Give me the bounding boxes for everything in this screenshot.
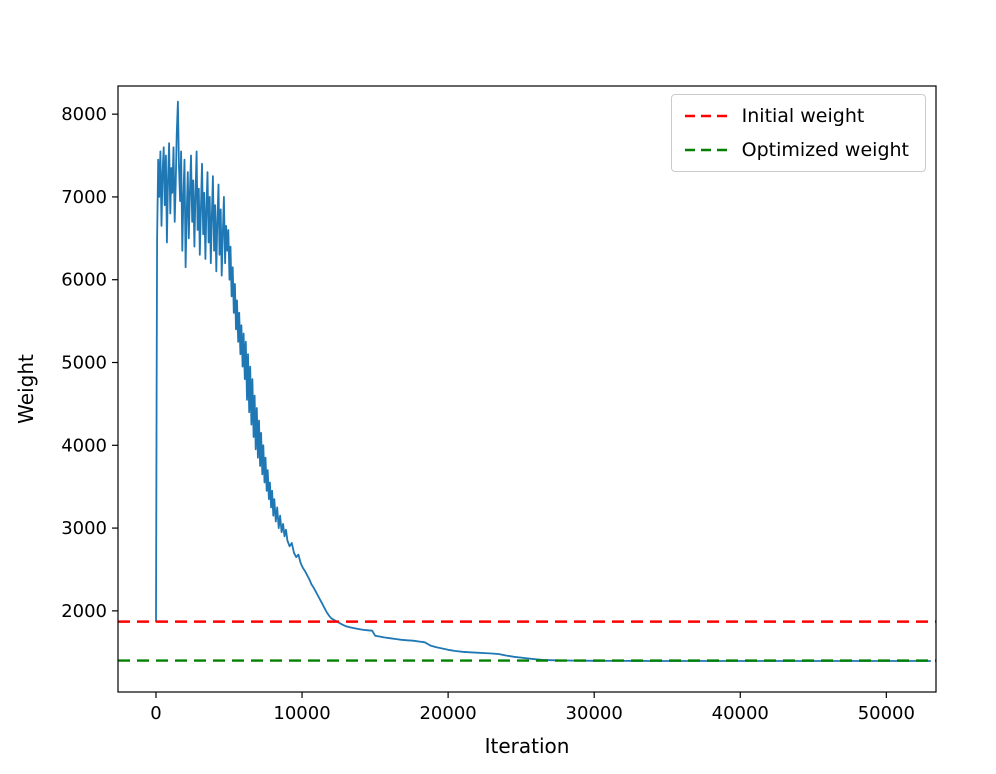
legend-label-initial-weight: Initial weight bbox=[741, 105, 865, 127]
legend: Initial weight Optimized weight bbox=[670, 94, 926, 172]
x-axis-label: Iteration bbox=[484, 734, 570, 758]
initial-weight-dashed-line-icon bbox=[684, 114, 729, 118]
x-tick-label: 40000 bbox=[712, 703, 769, 724]
x-tick-label: 10000 bbox=[273, 703, 330, 724]
y-tick-label: 5000 bbox=[61, 353, 107, 374]
axes-spines bbox=[117, 85, 937, 693]
x-tick-label: 0 bbox=[150, 703, 161, 724]
y-tick-label: 6000 bbox=[61, 270, 107, 291]
y-tick-label: 3000 bbox=[61, 518, 107, 539]
x-tick-label: 30000 bbox=[566, 703, 623, 724]
y-tick-label: 2000 bbox=[61, 601, 107, 622]
x-tick-label: 50000 bbox=[858, 703, 915, 724]
legend-label-optimized-weight: Optimized weight bbox=[741, 139, 909, 161]
x-tick-label: 20000 bbox=[419, 703, 476, 724]
optimized-weight-dashed-line-icon bbox=[684, 148, 729, 152]
y-tick-label: 8000 bbox=[61, 104, 107, 125]
y-axis-label: Weight bbox=[14, 354, 38, 424]
series-line-weight-per-iteration bbox=[155, 100, 932, 662]
y-tick-label: 7000 bbox=[61, 187, 107, 208]
y-tick-label: 4000 bbox=[61, 435, 107, 456]
legend-item-optimized-weight: Optimized weight bbox=[684, 139, 909, 161]
legend-item-initial-weight: Initial weight bbox=[684, 105, 909, 127]
